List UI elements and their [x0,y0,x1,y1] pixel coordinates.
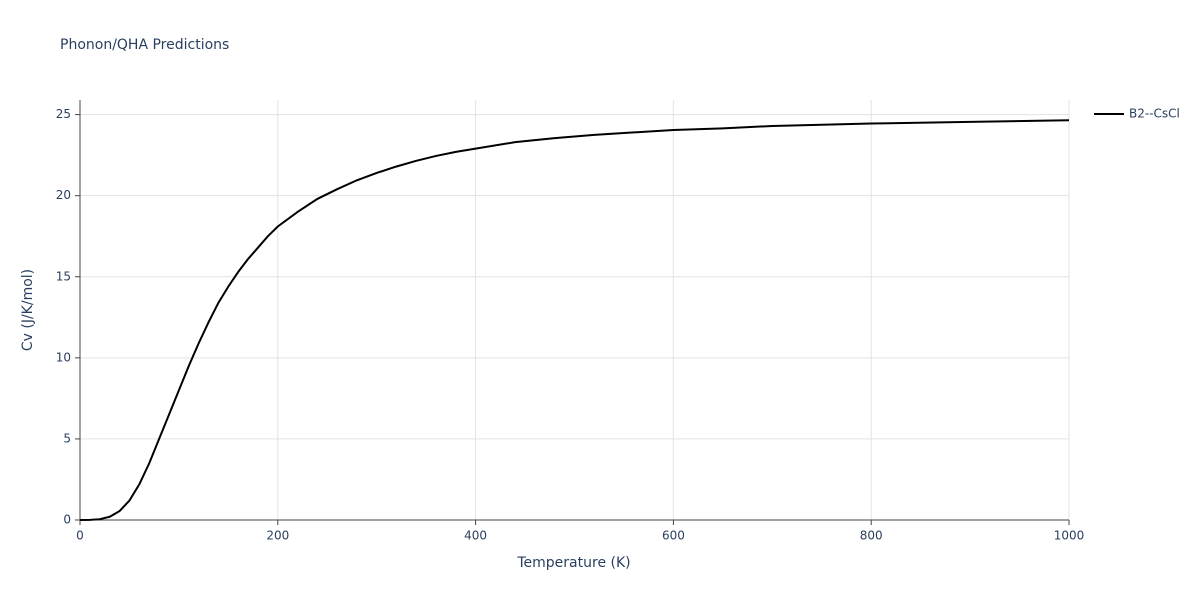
x-tick-label: 1000 [1054,529,1085,543]
x-tick-label: 200 [266,529,289,543]
x-tick-label: 800 [860,529,883,543]
y-tick-label: 15 [56,269,71,283]
x-tick-label: 400 [464,529,487,543]
y-tick-label: 20 [56,188,71,202]
data-line [79,119,1070,521]
y-tick-label: 25 [56,107,71,121]
x-tick-label: 600 [662,529,685,543]
y-tick-label: 0 [63,513,71,527]
chart-title: Phonon/QHA Predictions [60,37,229,53]
y-tick-label: 10 [56,350,71,364]
x-tick-label: 0 [76,529,84,543]
y-tick-label: 5 [63,431,71,445]
y-axis-label: Cv (J/K/mol) [20,269,36,351]
legend-label: B2--CsCl [1129,107,1180,121]
x-axis-label: Temperature (K) [516,555,630,571]
